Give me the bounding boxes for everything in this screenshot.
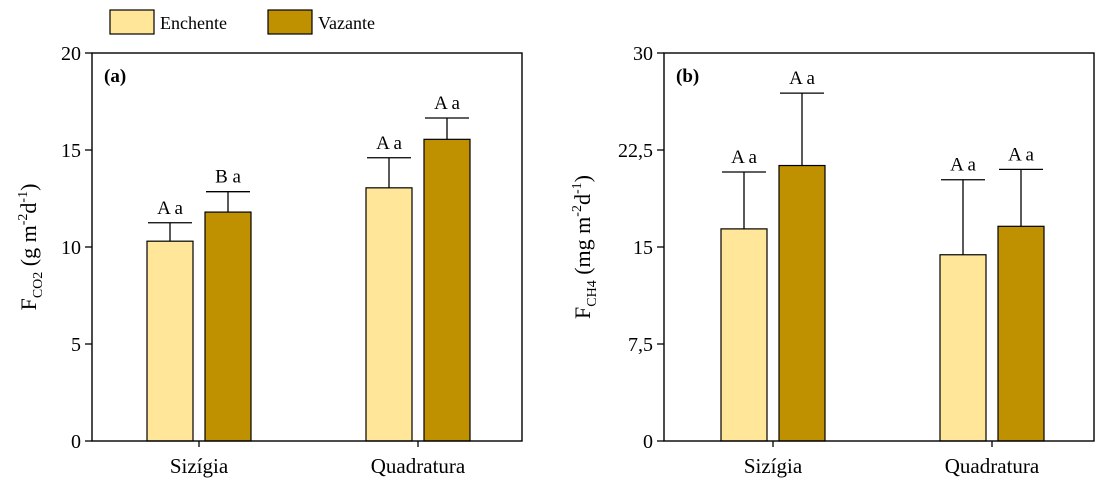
significance-label: A a [789, 68, 815, 89]
y-tick-label-a: 20 [61, 43, 81, 65]
bar-vazante-quadratura [997, 225, 1045, 442]
y-axis-title-b: FCH4 (mg m-2d-1) [570, 175, 600, 319]
y-tick-label-b: 7,5 [628, 334, 653, 356]
y-tick-label-a: 10 [61, 237, 81, 259]
chart-panel-b: 0 7,5 15 22,5 30 A a A a Sizígia A a A a Quadratur… [570, 43, 1095, 478]
y-axis-title-sup1-a: -2 [16, 214, 31, 226]
legend: Enchente Vazante [109, 9, 375, 35]
y-axis-title-mid-a: d [16, 203, 41, 214]
bar-vazante-sizigia [778, 164, 826, 442]
significance-label: A a [950, 155, 976, 176]
significance-label: B a [215, 167, 241, 188]
chart-panel-a: 0 5 10 15 20 A a B a Sizígia A a A a Quadratura (a… [16, 43, 523, 478]
significance-label: A a [157, 198, 183, 219]
y-axis-title-sup2-a: -1 [16, 191, 31, 203]
y-axis-title-a: FCO2 (g m-2d-1) [16, 184, 46, 311]
panel-label-a: (a) [104, 66, 126, 87]
significance-label: A a [1008, 144, 1034, 165]
y-axis-title-close-a: ) [16, 184, 41, 191]
significance-label: A a [731, 147, 757, 168]
plot-frame-a [91, 52, 523, 442]
y-tick-label-b: 0 [643, 431, 653, 453]
y-axis-title-unit-b: (mg m [570, 217, 595, 281]
panel-label-b: (b) [676, 66, 699, 87]
bar-enchente-quadratura [939, 254, 987, 442]
y-axis-title-mid-b: d [570, 194, 595, 205]
bar-enchente-sizigia [720, 228, 768, 442]
bar-vazante-quadratura [423, 138, 471, 442]
y-axis-title-base-b: F [570, 307, 595, 319]
y-tick-label-a: 15 [61, 140, 81, 162]
plot-frame-b [663, 52, 1095, 442]
significance-label: A a [434, 93, 460, 114]
chart-marks-b: 0 7,5 15 22,5 30 A a A a Sizígia A a A a Quadratur… [618, 43, 1045, 478]
x-tick-label-b: Sizígia [744, 454, 803, 478]
y-axis-title-close-b: ) [570, 175, 595, 182]
chart-marks-a: 0 5 10 15 20 A a B a Sizígia A a A a Quadratura [61, 43, 471, 478]
significance-label: A a [376, 133, 402, 154]
y-tick-label-b: 15 [633, 237, 653, 259]
x-tick-label-a: Quadratura [371, 454, 466, 478]
y-tick-label-a: 5 [71, 334, 81, 356]
x-tick-label-a: Sizígia [170, 454, 229, 478]
y-tick-label-a: 0 [71, 431, 81, 453]
y-tick-label-b: 30 [633, 43, 653, 65]
legend-swatch-vazante [267, 9, 313, 35]
y-axis-title-sub-b: CH4 [585, 280, 600, 306]
legend-swatch-enchente [109, 9, 155, 35]
legend-label-vazante: Vazante [318, 13, 375, 33]
y-axis-title-sup2-b: -1 [570, 182, 585, 194]
x-tick-label-b: Quadratura [945, 454, 1040, 478]
y-axis-title-sub-a: CO2 [31, 272, 46, 298]
y-axis-title-sup1-b: -2 [570, 205, 585, 217]
y-axis-title-base-a: F [16, 298, 41, 310]
bar-enchente-quadratura [365, 187, 413, 442]
y-axis-title-unit-a: (g m [16, 225, 41, 271]
legend-label-enchente: Enchente [160, 13, 227, 33]
bar-enchente-sizigia [146, 240, 194, 442]
bar-vazante-sizigia [204, 211, 252, 442]
y-tick-label-b: 22,5 [618, 140, 653, 162]
